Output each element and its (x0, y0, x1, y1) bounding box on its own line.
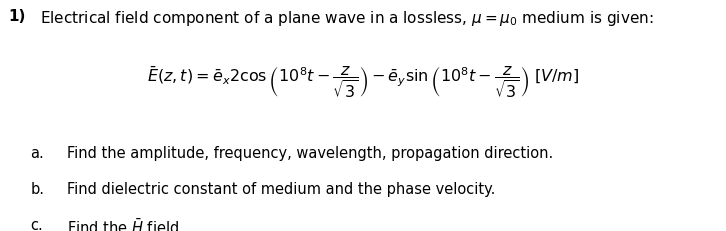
Text: a.: a. (30, 146, 44, 161)
Text: $\bar{E}(z,t) = \bar{e}_x 2 \cos\left(10^8t - \dfrac{z}{\sqrt{3}}\right) - \bar{: $\bar{E}(z,t) = \bar{e}_x 2 \cos\left(10… (147, 65, 579, 100)
Text: 1): 1) (9, 9, 26, 24)
Text: Find dielectric constant of medium and the phase velocity.: Find dielectric constant of medium and t… (67, 181, 495, 196)
Text: Find the amplitude, frequency, wavelength, propagation direction.: Find the amplitude, frequency, wavelengt… (67, 146, 553, 161)
Text: Find the $\bar{H}$ field.: Find the $\bar{H}$ field. (67, 217, 184, 231)
Text: Electrical field component of a plane wave in a lossless, $\mu = \mu_0$ medium i: Electrical field component of a plane wa… (40, 9, 653, 28)
Text: b.: b. (30, 181, 44, 196)
Text: c.: c. (30, 217, 44, 231)
